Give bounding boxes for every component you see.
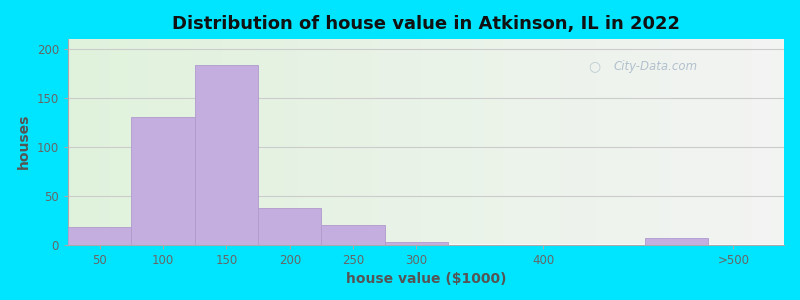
Title: Distribution of house value in Atkinson, IL in 2022: Distribution of house value in Atkinson,…	[172, 15, 680, 33]
X-axis label: house value ($1000): house value ($1000)	[346, 272, 506, 286]
Bar	[194, 65, 258, 244]
Bar	[322, 225, 385, 244]
Y-axis label: houses: houses	[17, 114, 31, 170]
Bar	[645, 238, 708, 244]
Text: City-Data.com: City-Data.com	[614, 59, 698, 73]
Bar	[131, 117, 194, 244]
Bar	[68, 227, 131, 244]
Bar	[258, 208, 322, 244]
Text: ○: ○	[588, 59, 600, 74]
Bar	[385, 242, 448, 244]
